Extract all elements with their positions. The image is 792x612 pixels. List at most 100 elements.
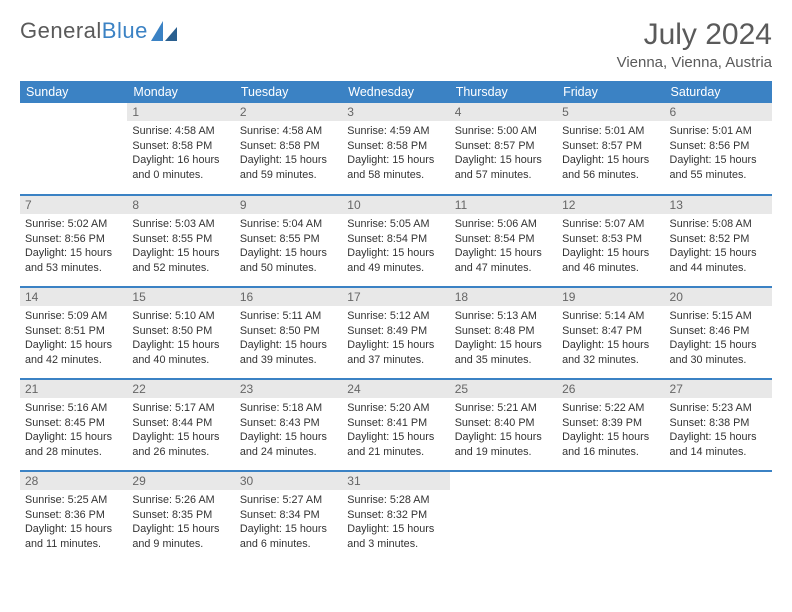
sunrise-line: Sunrise: 5:09 AM: [25, 309, 122, 324]
day-details: Sunrise: 5:22 AMSunset: 8:39 PMDaylight:…: [557, 398, 664, 463]
daylight-line: Daylight: 15 hours and 35 minutes.: [455, 338, 552, 367]
day-details: Sunrise: 5:04 AMSunset: 8:55 PMDaylight:…: [235, 214, 342, 279]
calendar-table: SundayMondayTuesdayWednesdayThursdayFrid…: [20, 81, 772, 563]
calendar-day-cell: 13Sunrise: 5:08 AMSunset: 8:52 PMDayligh…: [665, 195, 772, 287]
sunset-line: Sunset: 8:32 PM: [347, 508, 444, 523]
sunset-line: Sunset: 8:49 PM: [347, 324, 444, 339]
daylight-line: Daylight: 15 hours and 16 minutes.: [562, 430, 659, 459]
sunrise-line: Sunrise: 5:13 AM: [455, 309, 552, 324]
weekday-header: Thursday: [450, 81, 557, 103]
day-details: Sunrise: 5:11 AMSunset: 8:50 PMDaylight:…: [235, 306, 342, 371]
location: Vienna, Vienna, Austria: [617, 54, 772, 71]
day-details: Sunrise: 5:26 AMSunset: 8:35 PMDaylight:…: [127, 490, 234, 555]
day-number: 16: [235, 288, 342, 306]
daylight-line: Daylight: 15 hours and 53 minutes.: [25, 246, 122, 275]
sunrise-line: Sunrise: 5:28 AM: [347, 493, 444, 508]
daylight-line: Daylight: 15 hours and 46 minutes.: [562, 246, 659, 275]
sunset-line: Sunset: 8:58 PM: [132, 139, 229, 154]
sunrise-line: Sunrise: 5:10 AM: [132, 309, 229, 324]
weekday-header: Saturday: [665, 81, 772, 103]
calendar-header-row: SundayMondayTuesdayWednesdayThursdayFrid…: [20, 81, 772, 103]
day-number: 4: [450, 103, 557, 121]
calendar-day-cell: .: [20, 103, 127, 195]
weekday-header: Tuesday: [235, 81, 342, 103]
sunrise-line: Sunrise: 5:18 AM: [240, 401, 337, 416]
daylight-line: Daylight: 15 hours and 39 minutes.: [240, 338, 337, 367]
day-number: 12: [557, 196, 664, 214]
logo-text-gray: General: [20, 18, 102, 44]
day-number: 24: [342, 380, 449, 398]
calendar-day-cell: 2Sunrise: 4:58 AMSunset: 8:58 PMDaylight…: [235, 103, 342, 195]
daylight-line: Daylight: 15 hours and 11 minutes.: [25, 522, 122, 551]
calendar-week-row: 14Sunrise: 5:09 AMSunset: 8:51 PMDayligh…: [20, 287, 772, 379]
calendar-day-cell: 21Sunrise: 5:16 AMSunset: 8:45 PMDayligh…: [20, 379, 127, 471]
calendar-day-cell: 20Sunrise: 5:15 AMSunset: 8:46 PMDayligh…: [665, 287, 772, 379]
sunrise-line: Sunrise: 5:16 AM: [25, 401, 122, 416]
day-details: Sunrise: 5:17 AMSunset: 8:44 PMDaylight:…: [127, 398, 234, 463]
calendar-day-cell: 6Sunrise: 5:01 AMSunset: 8:56 PMDaylight…: [665, 103, 772, 195]
calendar-day-cell: 22Sunrise: 5:17 AMSunset: 8:44 PMDayligh…: [127, 379, 234, 471]
daylight-line: Daylight: 15 hours and 30 minutes.: [670, 338, 767, 367]
sunset-line: Sunset: 8:36 PM: [25, 508, 122, 523]
sunset-line: Sunset: 8:56 PM: [25, 232, 122, 247]
day-details: Sunrise: 5:25 AMSunset: 8:36 PMDaylight:…: [20, 490, 127, 555]
sunset-line: Sunset: 8:54 PM: [347, 232, 444, 247]
day-details: Sunrise: 5:14 AMSunset: 8:47 PMDaylight:…: [557, 306, 664, 371]
daylight-line: Daylight: 15 hours and 21 minutes.: [347, 430, 444, 459]
sunset-line: Sunset: 8:44 PM: [132, 416, 229, 431]
day-details: Sunrise: 5:03 AMSunset: 8:55 PMDaylight:…: [127, 214, 234, 279]
daylight-line: Daylight: 15 hours and 40 minutes.: [132, 338, 229, 367]
sunset-line: Sunset: 8:38 PM: [670, 416, 767, 431]
sunset-line: Sunset: 8:45 PM: [25, 416, 122, 431]
sunrise-line: Sunrise: 5:00 AM: [455, 124, 552, 139]
weekday-header: Sunday: [20, 81, 127, 103]
sunset-line: Sunset: 8:58 PM: [347, 139, 444, 154]
calendar-day-cell: 1Sunrise: 4:58 AMSunset: 8:58 PMDaylight…: [127, 103, 234, 195]
sunrise-line: Sunrise: 5:14 AM: [562, 309, 659, 324]
daylight-line: Daylight: 15 hours and 44 minutes.: [670, 246, 767, 275]
calendar-day-cell: 12Sunrise: 5:07 AMSunset: 8:53 PMDayligh…: [557, 195, 664, 287]
calendar-day-cell: 5Sunrise: 5:01 AMSunset: 8:57 PMDaylight…: [557, 103, 664, 195]
day-number: 27: [665, 380, 772, 398]
daylight-line: Daylight: 15 hours and 28 minutes.: [25, 430, 122, 459]
calendar-day-cell: .: [665, 471, 772, 563]
sunrise-line: Sunrise: 5:23 AM: [670, 401, 767, 416]
sunset-line: Sunset: 8:47 PM: [562, 324, 659, 339]
day-details: Sunrise: 5:28 AMSunset: 8:32 PMDaylight:…: [342, 490, 449, 555]
calendar-day-cell: 3Sunrise: 4:59 AMSunset: 8:58 PMDaylight…: [342, 103, 449, 195]
sunrise-line: Sunrise: 5:04 AM: [240, 217, 337, 232]
sunrise-line: Sunrise: 5:02 AM: [25, 217, 122, 232]
calendar-day-cell: .: [450, 471, 557, 563]
calendar-week-row: .1Sunrise: 4:58 AMSunset: 8:58 PMDayligh…: [20, 103, 772, 195]
daylight-line: Daylight: 15 hours and 58 minutes.: [347, 153, 444, 182]
daylight-line: Daylight: 15 hours and 14 minutes.: [670, 430, 767, 459]
day-details: Sunrise: 5:12 AMSunset: 8:49 PMDaylight:…: [342, 306, 449, 371]
daylight-line: Daylight: 15 hours and 55 minutes.: [670, 153, 767, 182]
daylight-line: Daylight: 15 hours and 19 minutes.: [455, 430, 552, 459]
daylight-line: Daylight: 15 hours and 42 minutes.: [25, 338, 122, 367]
calendar-day-cell: 28Sunrise: 5:25 AMSunset: 8:36 PMDayligh…: [20, 471, 127, 563]
calendar-day-cell: 23Sunrise: 5:18 AMSunset: 8:43 PMDayligh…: [235, 379, 342, 471]
day-number: 6: [665, 103, 772, 121]
daylight-line: Daylight: 15 hours and 47 minutes.: [455, 246, 552, 275]
day-details: Sunrise: 5:01 AMSunset: 8:57 PMDaylight:…: [557, 121, 664, 186]
day-details: Sunrise: 5:01 AMSunset: 8:56 PMDaylight:…: [665, 121, 772, 186]
sunset-line: Sunset: 8:43 PM: [240, 416, 337, 431]
day-details: Sunrise: 5:23 AMSunset: 8:38 PMDaylight:…: [665, 398, 772, 463]
day-details: Sunrise: 5:00 AMSunset: 8:57 PMDaylight:…: [450, 121, 557, 186]
calendar-day-cell: 30Sunrise: 5:27 AMSunset: 8:34 PMDayligh…: [235, 471, 342, 563]
sunset-line: Sunset: 8:55 PM: [132, 232, 229, 247]
day-number: 1: [127, 103, 234, 121]
logo-sail-icon: [151, 21, 177, 41]
day-details: Sunrise: 5:10 AMSunset: 8:50 PMDaylight:…: [127, 306, 234, 371]
sunset-line: Sunset: 8:57 PM: [562, 139, 659, 154]
sunrise-line: Sunrise: 5:22 AM: [562, 401, 659, 416]
day-details: Sunrise: 4:58 AMSunset: 8:58 PMDaylight:…: [235, 121, 342, 186]
sunrise-line: Sunrise: 4:59 AM: [347, 124, 444, 139]
day-number: 22: [127, 380, 234, 398]
daylight-line: Daylight: 15 hours and 52 minutes.: [132, 246, 229, 275]
sunset-line: Sunset: 8:52 PM: [670, 232, 767, 247]
calendar-day-cell: 16Sunrise: 5:11 AMSunset: 8:50 PMDayligh…: [235, 287, 342, 379]
sunrise-line: Sunrise: 5:20 AM: [347, 401, 444, 416]
sunrise-line: Sunrise: 5:01 AM: [562, 124, 659, 139]
